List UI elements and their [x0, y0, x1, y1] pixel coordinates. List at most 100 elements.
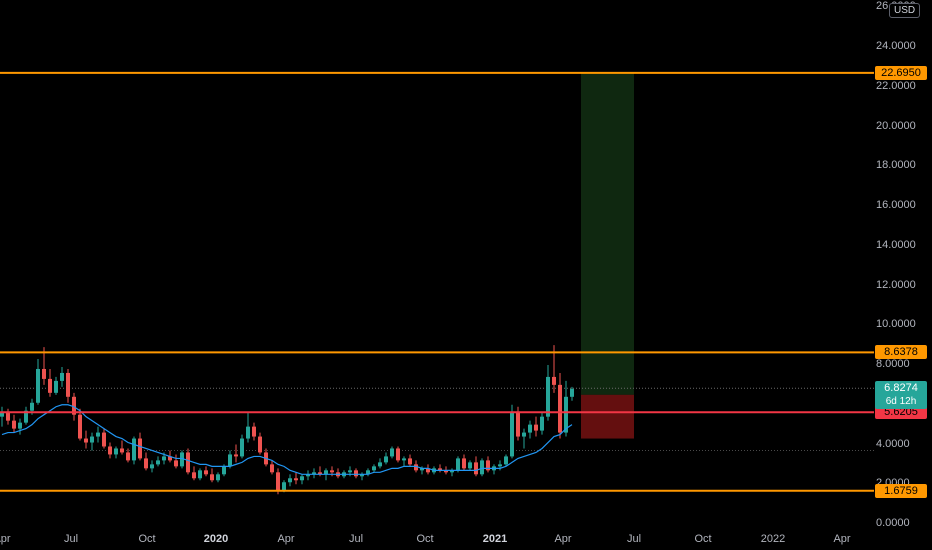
candle-body: [84, 438, 88, 443]
candle-body: [258, 436, 262, 453]
candle-body: [90, 436, 94, 443]
candle-body: [438, 468, 442, 471]
time-tick-label: Oct: [694, 533, 712, 545]
price-tick-label: 0.0000: [876, 517, 910, 529]
candle-body: [102, 432, 106, 447]
candle-body: [402, 458, 406, 461]
candle-body: [96, 432, 100, 437]
candle-body: [426, 468, 430, 473]
candle-body: [270, 464, 274, 473]
candle-body: [456, 458, 460, 471]
candle-body: [48, 378, 52, 393]
time-axis[interactable]: Apr Jul Oct 2020 Apr Jul Oct 2021 Apr Jul Oct 2022 A…: [0, 528, 874, 550]
candle-body: [168, 456, 172, 461]
candle-body: [372, 466, 376, 471]
candle-body: [546, 376, 550, 417]
candle-body: [474, 462, 478, 475]
candle-body: [444, 470, 448, 473]
candle-body: [540, 416, 544, 431]
price-chart[interactable]: [0, 0, 874, 530]
candle-body: [234, 454, 238, 457]
price-tick-label: 24.0000: [876, 40, 916, 52]
price-tick-label: 22.0000: [876, 79, 916, 92]
candle-body: [516, 412, 520, 437]
time-tick-label: Apr: [0, 533, 11, 545]
candle-body: [354, 470, 358, 477]
candle-body: [36, 368, 40, 403]
candle-body: [408, 458, 412, 465]
time-tick-label: Oct: [416, 533, 434, 545]
candle-body: [558, 384, 562, 433]
candle-body: [306, 474, 310, 477]
candle-body: [204, 470, 208, 475]
candle-body: [6, 412, 10, 421]
candle-body: [222, 466, 226, 475]
candle-body: [216, 474, 220, 481]
candle-body: [552, 376, 556, 385]
candle-body: [522, 432, 526, 437]
currency-badge[interactable]: USD: [889, 3, 921, 18]
candle-body: [42, 368, 46, 379]
candle-body: [180, 452, 184, 467]
candle-body: [510, 412, 514, 457]
candle-body: [24, 410, 28, 423]
candle-body: [30, 402, 34, 411]
candle-body: [66, 372, 70, 397]
candle-body: [450, 470, 454, 473]
candle-body: [18, 422, 22, 429]
price-axis[interactable]: 24.0000 22.0000 20.0000 18.0000 16.0000 14.00…: [874, 0, 932, 530]
level-price-label: 8.6378: [875, 345, 927, 360]
time-tick-label: Apr: [833, 533, 851, 545]
price-tick-label: 14.0000: [876, 238, 916, 251]
candle-body: [414, 464, 418, 471]
time-tick-label: Oct: [138, 533, 156, 545]
candle-body: [240, 438, 244, 457]
candle-body: [318, 472, 322, 475]
moving-average-line: [1, 404, 573, 475]
candle-body: [126, 452, 130, 461]
candle-body: [330, 470, 334, 473]
candle-body: [396, 448, 400, 461]
candle-body: [480, 460, 484, 475]
candle-body: [156, 460, 160, 465]
stop-zone: [581, 394, 634, 439]
candle-body: [228, 454, 232, 467]
price-tick-label: 8.0000: [876, 358, 910, 370]
time-tick-label: Apr: [277, 533, 295, 545]
level-price-label: 1.6759: [875, 483, 927, 498]
candle-body: [198, 470, 202, 479]
candle-body: [0, 412, 4, 417]
price-tick-label: 16.0000: [876, 199, 916, 211]
price-tick-label: 10.0000: [876, 318, 916, 331]
candle-body: [324, 470, 328, 475]
candle-body: [462, 458, 466, 469]
candle-body: [78, 414, 82, 439]
candle-body: [486, 460, 490, 471]
candle-body: [138, 438, 142, 459]
time-tick-label: Jul: [348, 533, 364, 545]
candle-body: [174, 460, 178, 467]
candle-body: [150, 464, 154, 469]
candle-body: [360, 474, 364, 477]
candle-body: [366, 470, 370, 475]
price-tick-label: 18.0000: [876, 159, 916, 172]
candle-body: [276, 472, 280, 491]
candle-body: [528, 424, 532, 433]
time-tick-label: Jul: [63, 533, 79, 545]
candle-body: [300, 476, 304, 481]
candle-body: [246, 426, 250, 439]
candle-body: [210, 474, 214, 481]
price-tick-label: 12.0000: [876, 278, 916, 291]
time-tick-label: 2020: [203, 533, 229, 545]
candle-body: [60, 372, 64, 381]
candle-body: [186, 452, 190, 473]
candle-body: [132, 438, 136, 461]
candle-body: [564, 396, 568, 433]
candle-body: [498, 464, 502, 467]
candle-body: [144, 458, 148, 469]
candle-body: [114, 448, 118, 455]
candle-body: [420, 468, 424, 471]
candle-body: [54, 380, 58, 393]
time-tick-label: 2022: [760, 533, 786, 545]
